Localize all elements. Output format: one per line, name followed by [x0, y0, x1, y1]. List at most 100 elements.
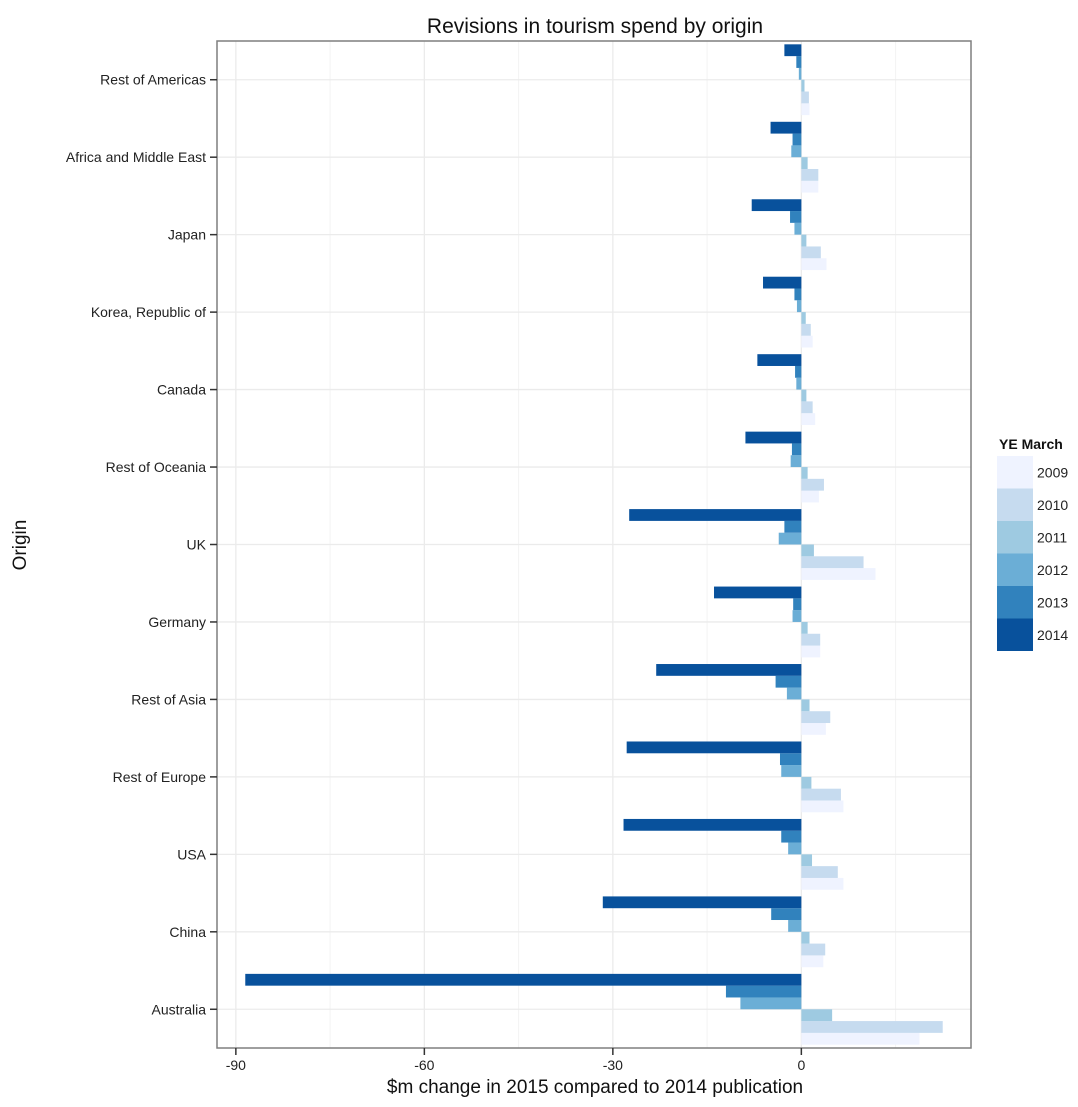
chart-title: Revisions in tourism spend by origin: [427, 15, 763, 38]
bar-2014: [629, 509, 802, 521]
y-tick-label: Australia: [152, 1001, 207, 1017]
legend-label: 2009: [1037, 464, 1068, 480]
bar-2012: [788, 920, 802, 932]
bar-2010: [801, 401, 813, 414]
bar-2011: [801, 931, 810, 944]
legend-label: 2013: [1037, 594, 1068, 610]
y-tick-label: Korea, Republic of: [91, 304, 206, 320]
bar-2013: [771, 908, 802, 921]
bar-2009: [801, 258, 827, 271]
y-tick-label: Japan: [168, 227, 206, 243]
bar-2010: [801, 246, 821, 259]
bar-2011: [801, 1009, 833, 1022]
bar-2010: [801, 943, 826, 956]
bar-2010: [801, 633, 821, 646]
bar-2014: [656, 664, 802, 676]
bar-2009: [801, 490, 819, 503]
y-tick-label: Rest of Oceania: [106, 459, 207, 475]
bar-2009: [801, 877, 844, 890]
bar-2013: [781, 830, 802, 843]
bar-2014: [602, 896, 802, 909]
bar-2009: [801, 413, 816, 425]
legend-label: 2014: [1037, 627, 1068, 643]
bar-2010: [801, 711, 831, 724]
legend-swatch-2012: [997, 553, 1033, 586]
bar-2011: [801, 467, 808, 479]
bar-2014: [763, 276, 802, 289]
x-tick-label: -60: [414, 1057, 434, 1073]
x-axis-label: $m change in 2015 compared to 2014 publi…: [387, 1077, 803, 1098]
bar-2009: [801, 723, 826, 735]
bar-2014: [751, 199, 802, 212]
bar-2012: [791, 145, 802, 158]
bar-2013: [775, 675, 802, 688]
y-axis-label: Origin: [10, 520, 31, 571]
bar-2011: [801, 79, 805, 92]
legend-swatch-2010: [997, 488, 1033, 521]
bar-2014: [745, 431, 802, 444]
bar-2010: [801, 788, 841, 801]
bar-2013: [794, 288, 802, 301]
legend-swatch-2009: [997, 456, 1033, 489]
bar-2011: [801, 157, 808, 169]
y-tick-label: Canada: [157, 382, 206, 398]
bar-2013: [792, 133, 802, 146]
bar-2014: [770, 121, 802, 134]
legend-swatch-2013: [997, 586, 1033, 619]
y-tick-label: Rest of Americas: [100, 72, 206, 88]
bar-2011: [801, 621, 808, 634]
y-tick-label: Rest of Europe: [113, 769, 207, 785]
bar-2013: [791, 443, 802, 456]
bar-2011: [801, 699, 810, 712]
legend-label: 2010: [1037, 497, 1068, 513]
bar-2009: [801, 568, 876, 580]
y-tick-label: Germany: [148, 614, 206, 630]
bar-2014: [245, 973, 802, 986]
bar-2014: [714, 586, 802, 599]
bar-2011: [801, 389, 807, 402]
bar-2012: [790, 455, 802, 468]
bar-2011: [801, 544, 814, 557]
bar-2013: [790, 211, 802, 223]
bar-2012: [792, 610, 802, 622]
bar-2012: [781, 765, 802, 777]
bar-2010: [801, 168, 819, 181]
bar-2014: [626, 741, 802, 754]
bar-2012: [788, 842, 802, 855]
bar-2013: [793, 598, 802, 611]
bar-2010: [801, 478, 824, 491]
legend-swatch-2014: [997, 618, 1033, 651]
bar-2012: [796, 377, 802, 390]
bar-2009: [801, 180, 819, 193]
bar-2012: [798, 67, 802, 80]
bar-2013: [784, 520, 802, 533]
bar-2014: [623, 818, 802, 831]
legend: YE March 2009 2010 2011 2012 2013 2014: [997, 436, 1068, 651]
bar-2011: [801, 234, 807, 247]
bar-2009: [801, 335, 813, 348]
legend-swatch-2011: [997, 521, 1033, 554]
bar-2011: [801, 312, 806, 324]
bar-2013: [796, 56, 802, 68]
bar-2010: [801, 91, 809, 104]
y-tick-label: USA: [177, 846, 206, 862]
bar-2014: [784, 44, 802, 57]
bar-2012: [786, 687, 802, 700]
x-tick-label: 0: [797, 1057, 805, 1073]
legend-title: YE March: [999, 436, 1063, 452]
y-tick-label: China: [169, 924, 206, 940]
legend-label: 2012: [1037, 562, 1068, 578]
bar-2010: [801, 866, 838, 878]
bar-2010: [801, 556, 864, 569]
bar-2009: [801, 800, 844, 813]
bar-2012: [740, 997, 802, 1010]
bar-2009: [801, 103, 810, 116]
bar-2009: [801, 955, 824, 968]
bar-2013: [795, 365, 802, 378]
bar-2009: [801, 645, 821, 658]
bar-2009: [801, 1032, 920, 1045]
bar-2012: [794, 222, 802, 235]
bar-2011: [801, 854, 813, 867]
